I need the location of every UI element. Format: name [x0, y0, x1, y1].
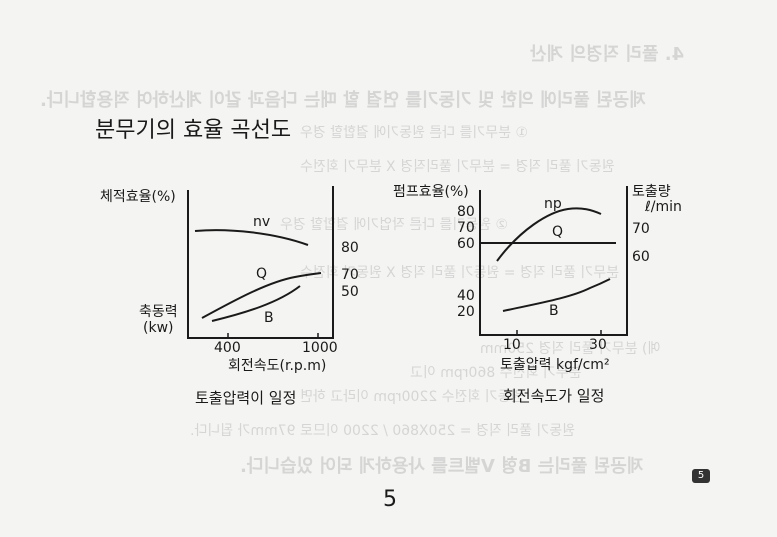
left-ylabel-left-line2: (kw) — [143, 320, 174, 336]
right-x-tick-label: 30 — [589, 337, 607, 353]
page-title: 분무기의 효율 곡선도 — [95, 118, 292, 143]
left-ylabel-top: 체적효율(%) — [100, 189, 176, 205]
left-right-tick: 80 — [341, 240, 359, 256]
right-ylabel-top: 펌프효율(%) — [393, 184, 469, 200]
right-ylabel-right-line2: ℓ/min — [645, 199, 682, 215]
page-badge: 5 — [692, 469, 710, 483]
right-curve-b — [502, 278, 611, 312]
left-right-tick: 50 — [341, 284, 359, 300]
left-curve-nv — [194, 229, 309, 246]
right-right-tick: 60 — [632, 249, 650, 265]
right-curve-label-q: Q — [552, 224, 564, 240]
left-chart-axes — [187, 186, 334, 339]
left-ylabel-left-line1: 축동력 — [139, 304, 178, 320]
right-curve-label-b: B — [549, 303, 559, 319]
right-curve-np — [496, 207, 602, 262]
right-left-tick: 20 — [457, 304, 475, 320]
page-number: 5 — [383, 487, 397, 512]
right-x-tick-label: 10 — [503, 337, 521, 353]
right-left-tick: 40 — [457, 288, 475, 304]
right-left-tick: 70 — [457, 220, 475, 236]
left-curve-label-nv: nv — [253, 214, 271, 230]
left-x-tick-label: 400 — [214, 340, 241, 356]
right-curve-label-np: np — [544, 196, 562, 212]
right-right-tick: 70 — [632, 221, 650, 237]
left-curve-q — [201, 272, 322, 319]
right-left-tick: 60 — [457, 236, 475, 252]
right-xlabel: 토출압력 kgf/cm² — [500, 357, 610, 373]
left-caption: 토출압력이 일정 — [195, 389, 297, 407]
right-left-tick: 80 — [457, 204, 475, 220]
left-xlabel: 회전속도(r.p.m) — [228, 358, 327, 374]
right-ylabel-right-line1: 토출량 — [632, 184, 671, 200]
left-curve-b — [211, 285, 301, 322]
left-x-tick-label: 1000 — [302, 340, 338, 356]
left-curve-label-q: Q — [256, 266, 268, 282]
right-chart-axes — [479, 186, 628, 336]
left-curve-label-b: B — [264, 310, 274, 326]
left-right-tick: 70 — [341, 267, 359, 283]
right-caption: 회전속도가 일정 — [503, 387, 605, 405]
